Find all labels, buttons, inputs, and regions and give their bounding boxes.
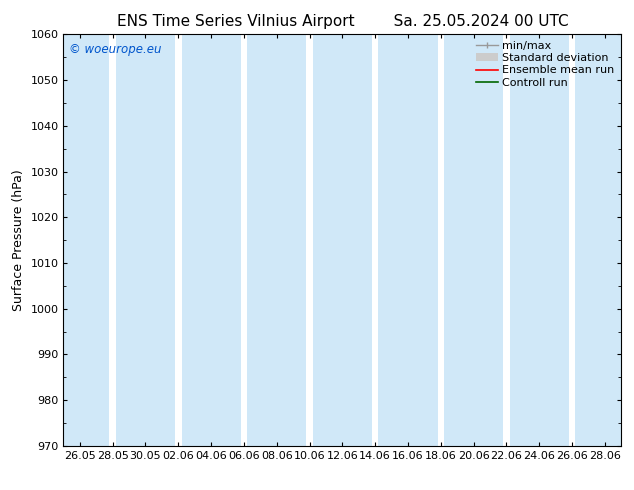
Bar [444,34,503,446]
Bar [313,34,372,446]
Bar [50,34,109,446]
Text: © woeurope.eu: © woeurope.eu [69,43,162,55]
Bar [181,34,241,446]
Bar [576,34,634,446]
Y-axis label: Surface Pressure (hPa): Surface Pressure (hPa) [12,169,25,311]
Bar [510,34,569,446]
Bar [378,34,437,446]
Bar [247,34,306,446]
Title: ENS Time Series Vilnius Airport        Sa. 25.05.2024 00 UTC: ENS Time Series Vilnius Airport Sa. 25.0… [117,14,568,29]
Bar [116,34,175,446]
Legend: min/max, Standard deviation, Ensemble mean run, Controll run: min/max, Standard deviation, Ensemble me… [472,38,618,91]
